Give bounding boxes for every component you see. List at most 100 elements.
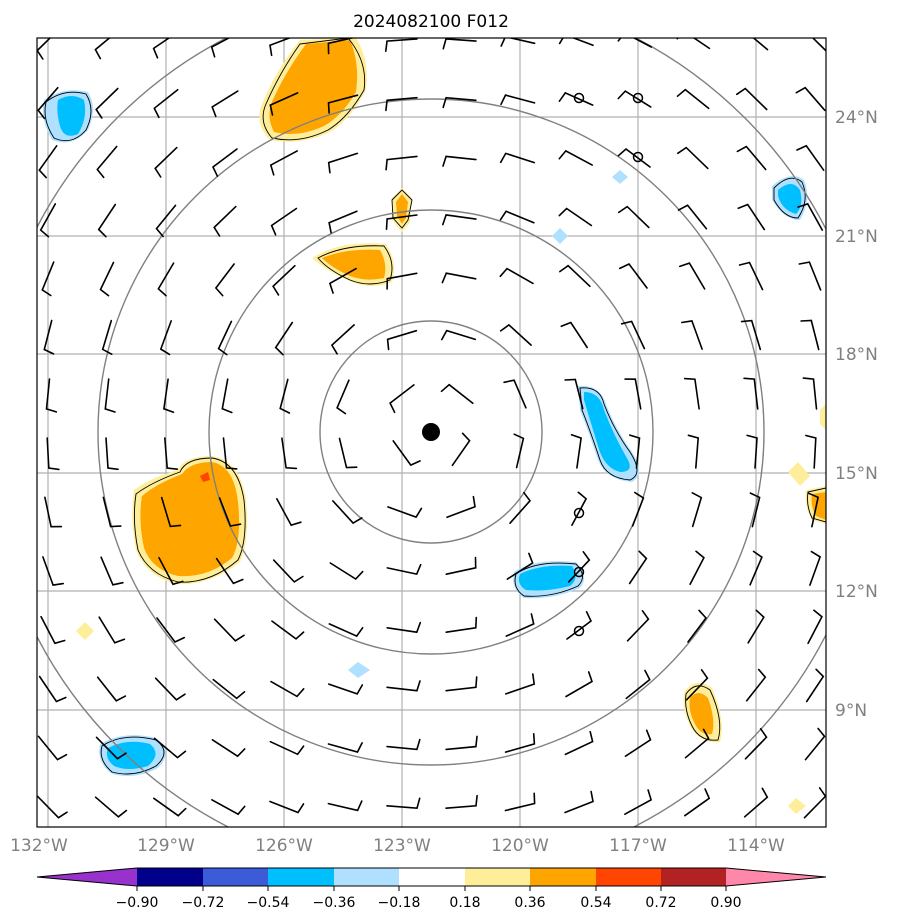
colorbar-segment bbox=[137, 868, 203, 886]
wind-barb bbox=[629, 434, 641, 469]
wind-barb bbox=[386, 680, 421, 692]
wind-barb bbox=[740, 319, 762, 351]
wind-barb bbox=[211, 799, 246, 816]
wind-barb bbox=[617, 38, 653, 48]
wind-barb bbox=[619, 262, 648, 289]
colorbar-segment bbox=[530, 868, 596, 886]
wind-barb bbox=[153, 88, 179, 119]
wind-barb bbox=[97, 203, 117, 238]
wind-barb bbox=[94, 796, 128, 818]
wind-barb bbox=[269, 92, 299, 116]
wind-barb bbox=[442, 38, 477, 50]
wind-barb bbox=[211, 90, 239, 118]
wind-barb bbox=[152, 38, 171, 59]
wind-barb bbox=[329, 562, 364, 581]
wind-barb bbox=[683, 377, 700, 410]
wind-barb bbox=[269, 800, 305, 814]
range-rings bbox=[37, 38, 826, 827]
wind-barb bbox=[809, 550, 822, 586]
wind-barb bbox=[625, 669, 651, 700]
storm-center-dot bbox=[422, 423, 440, 441]
wind-barb bbox=[800, 319, 820, 351]
wind-barb bbox=[271, 620, 305, 640]
wind-barb bbox=[440, 383, 474, 405]
wind-barb bbox=[570, 434, 582, 469]
wind-barbs bbox=[37, 38, 826, 819]
wind-barb bbox=[506, 552, 534, 580]
wind-barb bbox=[37, 86, 59, 120]
wind-barb bbox=[797, 202, 824, 231]
wind-barb bbox=[744, 728, 768, 760]
longitude-labels: 132°W 129°W 126°W 123°W 120°W 117°W 114°… bbox=[10, 836, 785, 856]
wind-barb bbox=[327, 94, 359, 114]
wind-barb bbox=[328, 210, 358, 234]
wind-barb bbox=[215, 557, 244, 585]
wind-barb bbox=[37, 795, 68, 819]
wind-barb bbox=[104, 378, 116, 413]
wind-barb bbox=[795, 86, 826, 112]
wind-barb bbox=[499, 152, 536, 164]
wind-barb bbox=[559, 264, 591, 288]
wind-barb bbox=[445, 735, 478, 751]
wind-barb bbox=[276, 498, 302, 527]
wind-barb bbox=[44, 496, 63, 528]
wind-barb bbox=[211, 739, 246, 758]
wind-barb bbox=[565, 671, 593, 698]
anomaly-contours bbox=[44, 38, 826, 775]
wind-barb bbox=[327, 742, 363, 753]
wind-barb bbox=[95, 87, 119, 119]
lat-label: 15°N bbox=[835, 464, 878, 484]
colorbar-segment bbox=[465, 868, 530, 886]
wind-barb bbox=[274, 321, 294, 356]
wind-barb bbox=[677, 146, 709, 170]
wind-barb bbox=[745, 668, 767, 702]
wind-barb bbox=[805, 668, 825, 703]
wind-barb bbox=[37, 735, 68, 761]
wind-barb bbox=[564, 730, 594, 756]
wind-barb bbox=[102, 496, 122, 528]
wind-barb bbox=[505, 673, 536, 695]
wind-barb bbox=[687, 609, 708, 643]
wind-barb bbox=[798, 261, 822, 291]
wind-barb bbox=[163, 378, 175, 413]
wind-barb bbox=[40, 615, 66, 645]
wind-barb bbox=[617, 90, 652, 108]
wind-barb bbox=[445, 676, 478, 692]
lon-label: 117°W bbox=[609, 836, 667, 856]
wind-barb bbox=[158, 556, 184, 586]
wind-barb bbox=[445, 794, 478, 809]
wind-barb bbox=[805, 434, 817, 469]
wind-barb bbox=[749, 550, 763, 586]
wind-barb bbox=[676, 38, 711, 50]
wind-barb bbox=[385, 38, 418, 52]
map-title: 2024082100 F012 bbox=[353, 12, 509, 32]
wind-barb bbox=[499, 323, 532, 346]
wind-barb bbox=[564, 790, 594, 814]
latitude-labels: 24°N 21°N 18°N 15°N 12°N 9°N bbox=[835, 108, 878, 721]
wind-barb bbox=[94, 38, 111, 60]
wind-barb bbox=[42, 556, 64, 586]
wind-barb bbox=[105, 437, 119, 471]
wind-barb bbox=[446, 495, 476, 519]
wind-barb bbox=[749, 492, 761, 528]
wind-barb bbox=[43, 319, 55, 355]
wind-barb bbox=[330, 324, 355, 355]
colorbar-segment bbox=[661, 868, 726, 886]
wind-barb bbox=[155, 204, 177, 238]
wind-barb bbox=[618, 205, 650, 229]
wind-barb bbox=[164, 437, 179, 470]
wind-barb bbox=[336, 379, 350, 415]
wind-barb bbox=[270, 207, 298, 236]
wind-barb bbox=[685, 669, 709, 701]
colorbar-label: 0.54 bbox=[580, 895, 611, 911]
wind-barb bbox=[503, 379, 527, 409]
wind-barb bbox=[269, 740, 305, 756]
wind-barb bbox=[212, 678, 246, 700]
wind-barb bbox=[95, 736, 127, 760]
wind-barb bbox=[441, 272, 477, 284]
wind-barb bbox=[691, 492, 703, 528]
lon-label: 120°W bbox=[491, 836, 549, 856]
wind-barb bbox=[98, 616, 126, 644]
wind-barb bbox=[96, 145, 118, 179]
wind-barb bbox=[386, 329, 418, 351]
